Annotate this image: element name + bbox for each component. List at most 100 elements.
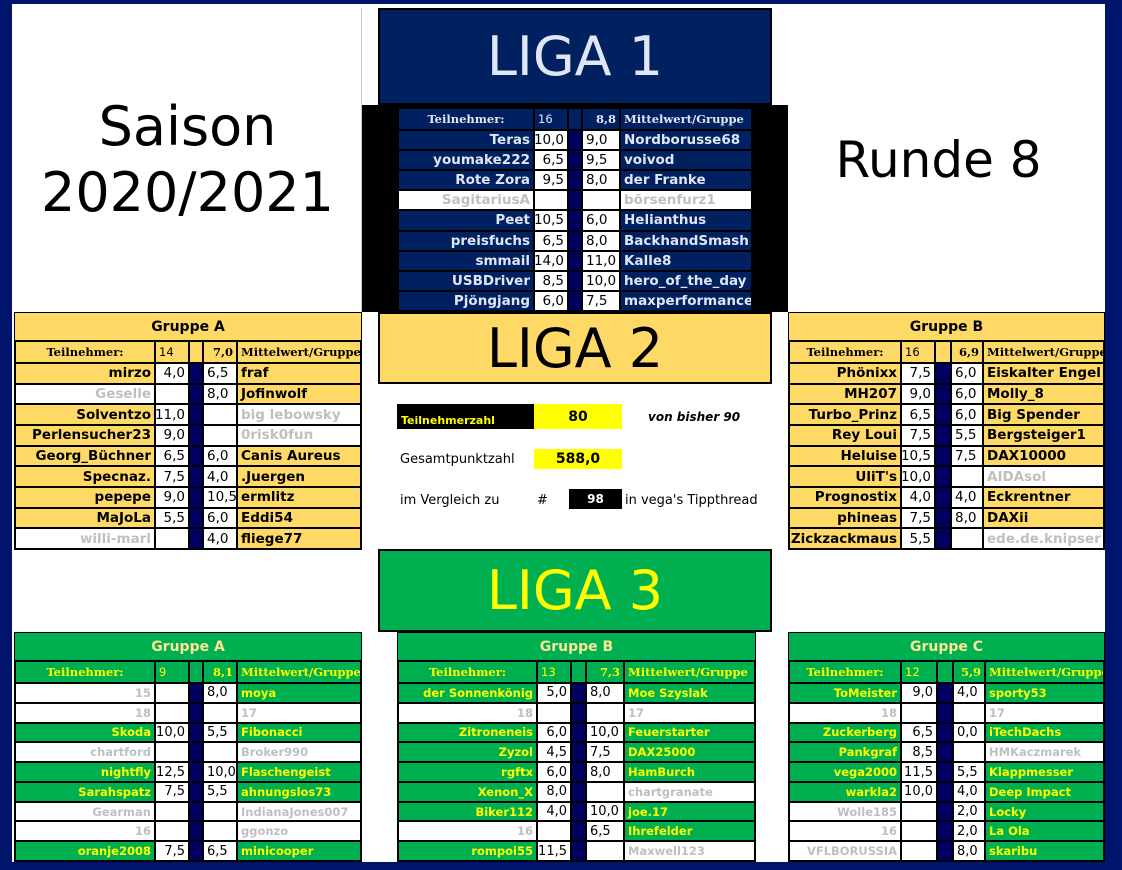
home-score: 9,5: [534, 170, 568, 191]
home-player: Zickzackmaus: [789, 528, 901, 550]
participants-label: Teilnehmer:: [15, 341, 155, 363]
home-score: 6,5: [155, 445, 189, 467]
away-score: 8,0: [203, 683, 237, 703]
participants-label: Teilnehmer:: [398, 108, 534, 130]
away-score: 10,0: [203, 762, 237, 782]
away-player: 0risk0fun: [237, 425, 361, 446]
away-score: [586, 841, 624, 862]
away-player: Nordborusse68: [620, 130, 752, 151]
table-row: warkla2 10,0 4,0 Deep Impact: [789, 781, 1104, 802]
away-score: [586, 781, 624, 802]
table-row: mirzo 4,0 6,5 fraf: [15, 363, 361, 384]
home-player: willi-marl: [15, 528, 155, 550]
home-player: Georg_Büchner: [15, 445, 155, 467]
home-score: 6,5: [901, 404, 935, 426]
away-score: 5,5: [203, 781, 237, 802]
home-player: Perlensucher23: [15, 425, 155, 446]
home-player: Zuckerberg: [789, 722, 901, 743]
home-score: 11,5: [901, 762, 937, 782]
away-score: 2,0: [953, 821, 985, 842]
red-marker: [189, 661, 203, 683]
participants-count: 12: [901, 661, 937, 683]
home-score: [534, 190, 568, 211]
group-average: 7,3: [586, 661, 624, 683]
away-player: skaribu: [985, 841, 1104, 862]
home-player: SagitariusA: [398, 190, 534, 211]
liga3-header: LIGA 3: [378, 549, 772, 632]
separator: [571, 683, 586, 703]
home-player: Specnaz.: [15, 466, 155, 488]
away-player: IndianaJones007: [237, 801, 361, 822]
table-row: Wolle185 2,0 Locky: [789, 801, 1104, 822]
table-row: rompoi55 11,5 Maxwell123: [398, 841, 755, 862]
away-player: Broker990: [237, 742, 361, 763]
compare-hash: #: [537, 492, 548, 508]
separator: [568, 290, 582, 311]
home-player: VFLBORUSSIA: [789, 841, 901, 862]
away-score: 6,5: [203, 363, 237, 384]
table-row: chartford Broker990: [15, 742, 361, 763]
group-header-row: Teilnehmer: 14 7,0 Mittelwert/Gruppe: [15, 341, 361, 363]
separator: [935, 487, 951, 508]
away-player: Locky: [985, 801, 1104, 822]
table-row: willi-marl 4,0 fliege77: [15, 528, 361, 550]
home-score: 7,5: [155, 466, 189, 488]
away-player: 17: [237, 702, 361, 723]
home-score: 10,5: [901, 445, 935, 467]
average-label: Mittelwert/Gruppe: [237, 341, 361, 363]
table-row: pepepe 9,0 10,5 ermlitz: [15, 487, 361, 508]
table-row: preisfuchs 6,5 8,0 BackhandSmash: [398, 230, 752, 251]
separator: [568, 270, 582, 291]
away-player: Helianthus: [620, 210, 752, 231]
away-player: Maxwell123: [624, 841, 755, 862]
home-score: 7,5: [155, 781, 189, 802]
home-score: 8,5: [901, 742, 937, 763]
home-player: MH207: [789, 383, 901, 405]
separator: [935, 425, 951, 446]
away-player: 17: [624, 702, 755, 723]
away-player: DAXii: [983, 507, 1104, 529]
participants-label: Teilnehmer:: [789, 661, 901, 683]
home-player: youmake222: [398, 150, 534, 171]
home-player: Gearman: [15, 801, 155, 822]
group-header-row: Teilnehmer: 12 5,9 Mittelwert/Gruppe: [789, 661, 1104, 683]
home-player: USBDriver: [398, 270, 534, 291]
separator: [189, 762, 203, 782]
away-player: ggonzo: [237, 821, 361, 842]
away-score: 8,0: [582, 170, 620, 191]
home-player: Biker112: [398, 801, 537, 822]
away-score: 5,5: [203, 722, 237, 743]
home-player: warkla2: [789, 781, 901, 802]
away-player: börsenfurz1: [620, 190, 752, 211]
away-score: 4,0: [951, 487, 983, 508]
away-player: moya: [237, 683, 361, 703]
away-player: Big Spender: [983, 404, 1104, 426]
red-marker: [937, 661, 953, 683]
home-score: 8,5: [534, 270, 568, 291]
away-player: maxperformance: [620, 290, 752, 311]
home-score: [155, 742, 189, 763]
table-row: Rote Zora 9,5 8,0 der Franke: [398, 170, 752, 191]
separator: [568, 130, 582, 151]
group-average: 8,8: [582, 108, 620, 130]
participants-count: 14: [155, 341, 189, 363]
separator: [937, 742, 953, 763]
home-player: 16: [789, 821, 901, 842]
away-score: 6,0: [951, 363, 983, 384]
home-player: vega2000: [789, 762, 901, 782]
table-row: 16 2,0 La Ola: [789, 821, 1104, 842]
home-player: Rey Loui: [789, 425, 901, 446]
compare-label: im Vergleich zu: [400, 492, 500, 508]
home-score: [155, 821, 189, 842]
separator: [935, 445, 951, 467]
table-row: Solventzo 11,0 big lebowsky: [15, 404, 361, 426]
away-score: [582, 190, 620, 211]
home-score: [901, 841, 937, 862]
season-label: Saison: [98, 95, 277, 158]
participants-label: Teilnehmer:: [15, 661, 155, 683]
away-score: [953, 742, 985, 763]
group-title: Gruppe A: [15, 313, 361, 341]
away-score: 9,0: [582, 130, 620, 151]
table-row: SagitariusA börsenfurz1: [398, 190, 752, 211]
home-score: 5,0: [537, 683, 571, 703]
